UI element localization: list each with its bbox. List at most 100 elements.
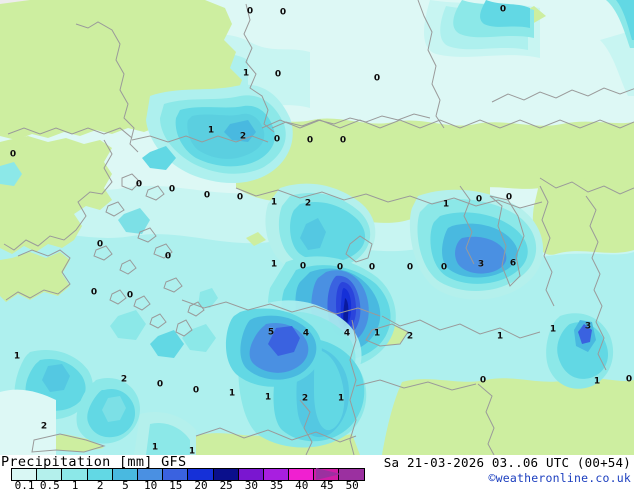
contour-label: 0 <box>274 69 282 80</box>
colorbar-tick: 25 <box>219 479 233 492</box>
contour-label: 0 <box>505 192 513 203</box>
coastlines <box>3 0 634 455</box>
colorbar-swatch <box>12 469 37 480</box>
precip-cell-aegean <box>265 183 376 277</box>
colorbar-tick: 0.1 <box>14 479 35 492</box>
contour-label: 0 <box>440 262 448 273</box>
copyright-credit: ©weatheronline.co.uk <box>488 471 631 485</box>
colorbar-tick: 45 <box>320 479 334 492</box>
contour-label: 4 <box>302 328 310 339</box>
contour-label: 1 <box>496 331 504 342</box>
contour-label: 0 <box>299 261 307 272</box>
contour-label: 0 <box>625 374 633 385</box>
precipitation-map[interactable]: 0 0 0 1 0 0 1 2 0 0 0 0 0 0 0 0 1 2 1 0 0 0 0 1 0 0 0 0 0 3 6 0 0 5 4 4 1 2 1 1… <box>0 0 634 455</box>
colorbar-tick: 5 <box>122 479 129 492</box>
contour-label: 1 <box>593 376 601 387</box>
colorbar-swatch <box>36 469 62 480</box>
contour-label: 2 <box>40 421 48 432</box>
colorbar <box>11 468 365 481</box>
contour-label: 0 <box>246 6 254 17</box>
contour-label: 1 <box>270 197 278 208</box>
contour-label: 0 <box>373 73 381 84</box>
colorbar-tick: 1 <box>71 479 79 492</box>
contour-label: 3 <box>584 321 592 332</box>
contour-label: 4 <box>343 328 351 339</box>
contour-label: 2 <box>239 131 247 142</box>
contour-label: 0 <box>339 135 347 146</box>
contour-label: 1 <box>188 446 196 455</box>
contour-label: 1 <box>228 388 236 399</box>
contour-label: 0 <box>273 134 281 145</box>
colorbar-swatch <box>162 469 188 480</box>
precip-cell-levant <box>409 189 544 300</box>
precip-cells-small <box>110 208 614 389</box>
contour-label: 6 <box>509 258 517 269</box>
colorbar-tick: 50 <box>345 479 359 492</box>
contour-label: 2 <box>406 331 414 342</box>
contour-label: 1 <box>242 68 250 79</box>
contour-label: 0 <box>336 262 344 273</box>
precip-cell-north-levant <box>225 308 322 387</box>
contour-label: 2 <box>120 374 128 385</box>
colorbar-tick: 10 <box>143 479 158 492</box>
colorbar-swatch <box>237 469 263 480</box>
colorbar-swatch <box>187 469 213 480</box>
colorbar-overflow-arrow-icon <box>316 468 341 480</box>
colorbar-tick-labels: 0.1 0.5 1 2 5 10 15 20 25 30 35 40 45 50 <box>0 479 360 492</box>
contour-label: 0 <box>156 379 164 390</box>
contour-label: 0 <box>306 135 314 146</box>
colorbar-tick: 40 <box>295 479 309 492</box>
contour-label: 0 <box>135 179 143 190</box>
colorbar-swatch <box>262 469 289 480</box>
precip-cell-ne-edge <box>453 0 634 48</box>
colorbar-tick: 2 <box>96 479 104 492</box>
contour-label: 0 <box>203 190 211 201</box>
contour-label: 1 <box>337 393 345 404</box>
map-canvas <box>0 0 634 455</box>
colorbar-swatch <box>111 469 137 480</box>
contour-label: 0 <box>499 4 507 15</box>
contour-label: 1 <box>270 259 278 270</box>
contour-label: 0 <box>406 262 414 273</box>
valid-time-stamp: Sa 21-03-2026 03..06 UTC (00+54) <box>383 455 631 470</box>
contour-label: 0 <box>236 192 244 203</box>
precip-bottom-left <box>0 389 196 455</box>
contour-label: 1 <box>373 328 381 339</box>
contour-label: 1 <box>549 324 557 335</box>
colorbar-swatch <box>288 469 314 480</box>
colorbar-swatch <box>212 469 238 480</box>
colorbar-swatch <box>61 469 87 480</box>
map-footer: Precipitation [mm] GFS Sa 21-03-2026 03.… <box>0 454 634 492</box>
contour-label: 0 <box>479 375 487 386</box>
contour-label: 1 <box>207 125 215 136</box>
contour-label: 2 <box>304 198 312 209</box>
colorbar-tick: 30 <box>244 479 259 492</box>
contour-label: 0 <box>126 290 134 301</box>
contour-label: 0 <box>96 239 104 250</box>
contour-label: 0 <box>475 194 483 205</box>
precip-cell-marmara <box>0 84 293 186</box>
contour-label: 1 <box>13 351 21 362</box>
contour-label: 0 <box>368 262 376 273</box>
contour-label: 0 <box>90 287 98 298</box>
contour-label: 5 <box>267 327 275 338</box>
contour-label: 3 <box>477 259 485 270</box>
contour-label: 1 <box>264 392 272 403</box>
contour-label: 1 <box>151 442 159 453</box>
colorbar-tick: 35 <box>269 479 284 492</box>
colorbar-swatch <box>86 469 112 480</box>
legend-title: Precipitation [mm] GFS <box>1 454 187 470</box>
colorbar-swatch <box>136 469 163 480</box>
contour-label: 0 <box>168 184 176 195</box>
contour-label: 0 <box>164 251 172 262</box>
contour-label: 0 <box>192 385 200 396</box>
colorbar-tick: 15 <box>169 479 183 492</box>
colorbar-tick: 0.5 <box>39 479 60 492</box>
contour-label: 1 <box>442 199 450 210</box>
contour-label: 0 <box>9 149 17 160</box>
contour-label: 0 <box>279 7 287 18</box>
colorbar-tick: 20 <box>194 479 208 492</box>
contour-label: 2 <box>301 393 309 404</box>
land-dry <box>0 0 634 455</box>
